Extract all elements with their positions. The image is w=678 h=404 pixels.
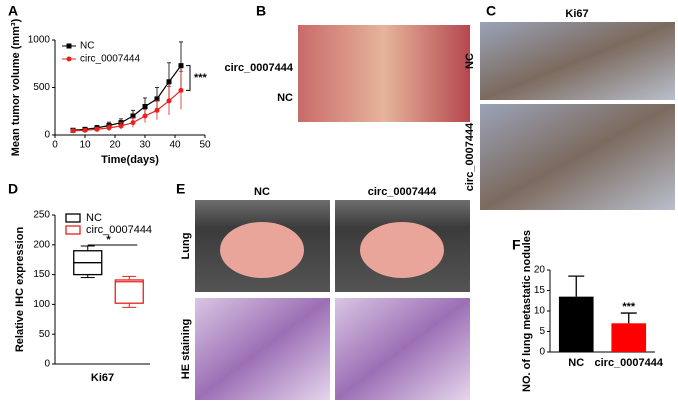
y-tick-label: 0: [44, 359, 50, 370]
panel-letter: C: [486, 3, 496, 19]
y-tick-label: 500: [33, 82, 50, 93]
box: [114, 279, 144, 304]
marker: [82, 127, 88, 133]
legend-marker: [66, 56, 72, 62]
x-tick-label: 30: [139, 140, 151, 151]
y-tick-label: 1000: [28, 35, 51, 46]
marker: [130, 113, 136, 119]
x-tick-label: Ki67: [91, 372, 114, 384]
row-label: NC: [464, 53, 476, 69]
legend-label: NC: [80, 41, 94, 52]
marker: [166, 79, 172, 85]
significance: *: [106, 234, 111, 246]
lung-tissue: [220, 222, 304, 278]
marker: [166, 98, 172, 104]
row-label: Lung: [180, 233, 192, 260]
legend-label: circ_0007444: [86, 224, 152, 236]
legend-marker: [66, 43, 72, 49]
y-tick-label: 250: [33, 210, 50, 221]
y-axis-label: Relative IHC expression: [14, 227, 26, 353]
y-tick-label: 0: [44, 130, 50, 141]
marker: [142, 113, 148, 119]
marker: [70, 128, 76, 134]
legend-marker: [65, 213, 81, 223]
row-label: HE staining: [180, 319, 192, 380]
significance: ***: [622, 301, 636, 313]
he-photo: [335, 298, 470, 400]
y-tick-label: 0: [539, 347, 545, 358]
y-tick-label: 10: [534, 306, 546, 317]
row-label: circ_0007444: [224, 62, 293, 74]
x-tick-label: circ_0007444: [594, 357, 663, 369]
y-tick-label: 200: [33, 239, 50, 250]
lung-tissue: [360, 222, 444, 278]
y-tick-label: 5: [539, 326, 545, 337]
marker: [118, 123, 124, 129]
marker: [142, 104, 148, 109]
bar: [611, 323, 647, 352]
marker: [130, 120, 136, 126]
panel-letter: B: [256, 3, 266, 19]
marker: [154, 107, 160, 113]
row-label: circ_0007444: [464, 122, 476, 191]
x-tick-label: 10: [79, 140, 91, 151]
tumor-photo: [298, 25, 470, 122]
y-tick-label: 100: [33, 299, 50, 310]
significance: ***: [194, 72, 208, 84]
legend-label: circ_0007444: [80, 54, 140, 65]
ihc-photo: [480, 22, 675, 100]
series-line: [72, 89, 182, 132]
y-tick-label: 50: [39, 329, 51, 340]
panel-title: Ki67: [565, 8, 588, 20]
x-tick-label: 20: [109, 140, 121, 151]
marker: [178, 63, 184, 69]
x-tick-label: 40: [169, 140, 181, 151]
significance-bracket: [186, 65, 191, 91]
x-tick-label: NC: [568, 357, 584, 369]
marker: [106, 125, 112, 131]
x-tick-label: 0: [52, 140, 58, 151]
ihc-photo: [480, 104, 675, 210]
legend-marker: [65, 225, 81, 235]
marker: [94, 126, 100, 132]
y-tick-label: 150: [33, 269, 50, 280]
column-label: NC: [254, 186, 270, 198]
panel-letter: E: [176, 181, 185, 197]
marker: [154, 96, 160, 102]
y-tick-label: 20: [534, 265, 546, 276]
x-axis-label: Time(days): [101, 154, 159, 166]
he-photo: [195, 298, 330, 400]
panel-letter: F: [512, 237, 521, 253]
bar: [558, 296, 594, 352]
series-line: [72, 65, 182, 131]
y-tick-label: 15: [534, 285, 546, 296]
legend-label: NC: [86, 212, 102, 224]
y-axis-label: NO. of lung metastatic nodules: [521, 230, 533, 392]
panel-letter: A: [8, 3, 18, 19]
marker: [178, 87, 184, 93]
row-label: NC: [277, 92, 293, 104]
panel-letter: D: [8, 181, 18, 197]
column-label: circ_0007444: [368, 186, 437, 198]
x-tick-label: 50: [199, 140, 211, 151]
y-axis-label: Mean tumor volume (mm³): [10, 18, 22, 156]
